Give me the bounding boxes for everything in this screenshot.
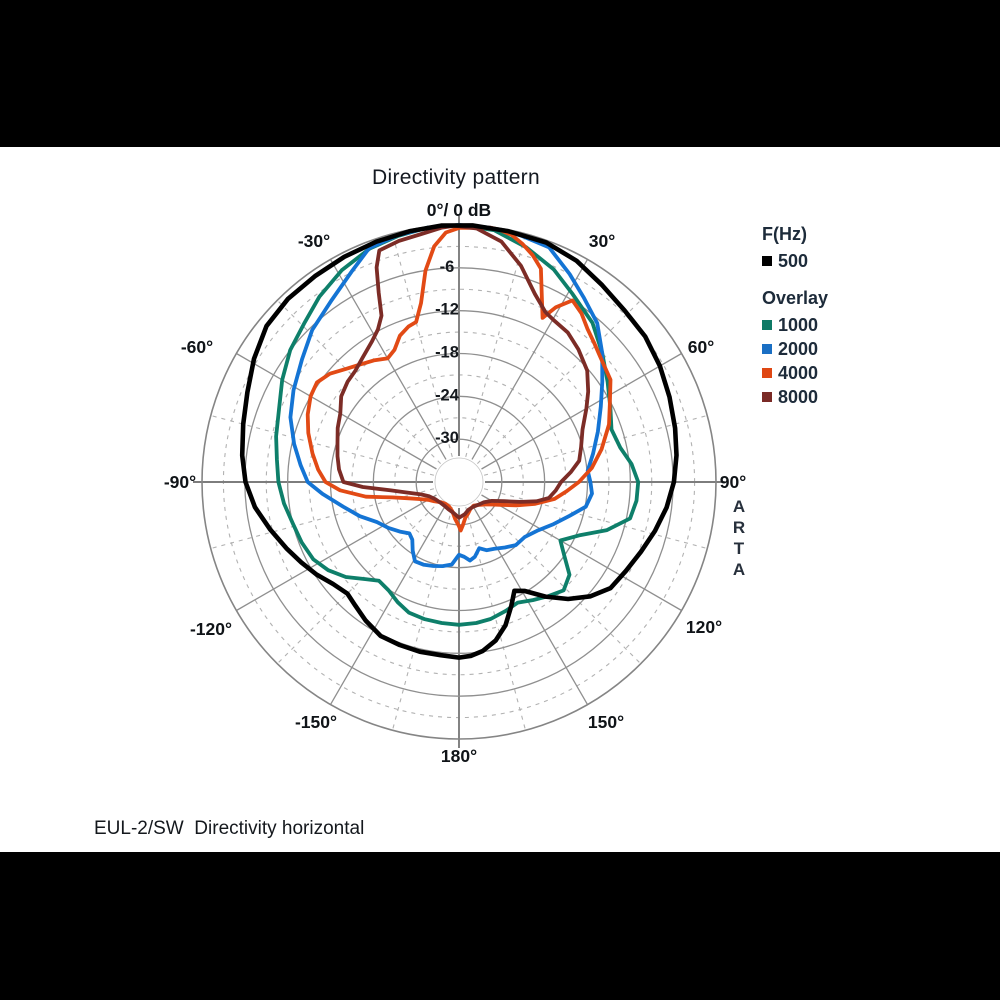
db-tick-label: -30 bbox=[435, 429, 459, 447]
grid-spoke bbox=[481, 352, 682, 470]
legend: F(Hz) 500 Overlay 1000 2000 4000 8000 bbox=[762, 224, 828, 412]
top-letterbox-bar bbox=[0, 0, 1000, 147]
angle-label: -90° bbox=[164, 472, 196, 492]
grid-spoke-dashed bbox=[483, 414, 708, 476]
angle-label: -30° bbox=[298, 231, 330, 251]
legend-swatch-8000 bbox=[762, 392, 772, 402]
legend-item-current: 500 bbox=[762, 252, 828, 270]
series-curve-500hz bbox=[239, 223, 679, 660]
grid-spoke-dashed bbox=[476, 499, 642, 665]
angle-label: -120° bbox=[190, 619, 232, 639]
angle-label: 60° bbox=[688, 337, 714, 357]
legend-swatch-4000 bbox=[762, 368, 772, 378]
legend-label-8000: 8000 bbox=[778, 387, 819, 407]
grid-spoke-dashed bbox=[465, 233, 527, 458]
legend-overlay-header: Overlay bbox=[762, 288, 829, 308]
grid-ring bbox=[372, 395, 546, 569]
angle-label: -60° bbox=[181, 337, 213, 357]
center-hole bbox=[434, 457, 484, 507]
footer-caption: EUL-2/SW Directivity horizontal bbox=[94, 818, 365, 839]
grid-spoke-dashed bbox=[210, 414, 435, 476]
grid-spoke-dashed bbox=[391, 506, 453, 731]
grid-spoke bbox=[236, 352, 437, 470]
watermark-letter: A bbox=[732, 560, 746, 579]
grid-spoke-dashed bbox=[483, 488, 708, 550]
angle-label: 180° bbox=[441, 746, 477, 766]
watermark-letter: R bbox=[732, 518, 746, 537]
watermark-letter: T bbox=[733, 539, 745, 558]
angle-label: 30° bbox=[589, 231, 615, 251]
legend-label-2000: 2000 bbox=[778, 339, 819, 359]
grid-spoke bbox=[329, 504, 447, 705]
legend-label-1000: 1000 bbox=[778, 315, 819, 335]
angle-label: 150° bbox=[588, 712, 624, 732]
legend-label-4000: 4000 bbox=[778, 363, 819, 383]
watermark-letter: A bbox=[732, 497, 746, 516]
grid-ring bbox=[287, 310, 631, 654]
db-tick-label: -18 bbox=[435, 344, 459, 362]
angle-label: -150° bbox=[295, 712, 337, 732]
grid-spoke-dashed bbox=[476, 299, 642, 465]
bottom-letterbox-bar bbox=[0, 852, 1000, 1000]
db-tick-label: -12 bbox=[435, 301, 459, 319]
grid-spoke bbox=[236, 494, 437, 612]
grid-spoke bbox=[471, 504, 589, 705]
legend-item-2000: 2000 bbox=[762, 340, 828, 358]
grid-spoke-dashed bbox=[391, 233, 453, 458]
grid-spoke-dashed bbox=[276, 299, 442, 465]
legend-item-1000: 1000 bbox=[762, 316, 828, 334]
legend-swatch-1000 bbox=[762, 320, 772, 330]
angle-label: 0°/ 0 dB bbox=[427, 200, 491, 220]
db-tick-label: -24 bbox=[435, 386, 460, 404]
grid-spoke-dashed bbox=[276, 499, 442, 665]
legend-label-500: 500 bbox=[778, 251, 809, 271]
chart-title: Directivity pattern bbox=[372, 166, 540, 189]
legend-swatch-500 bbox=[762, 256, 772, 266]
legend-overlay-items: 1000 2000 4000 8000 bbox=[762, 316, 828, 406]
angle-label: 90° bbox=[720, 472, 746, 492]
legend-freq-header: F(Hz) bbox=[762, 224, 807, 244]
legend-item-8000: 8000 bbox=[762, 388, 828, 406]
db-tick-label: -6 bbox=[440, 258, 455, 276]
grid-ring bbox=[329, 352, 589, 612]
legend-item-4000: 4000 bbox=[762, 364, 828, 382]
legend-gap bbox=[762, 276, 828, 288]
grid-spoke bbox=[481, 494, 682, 612]
angle-label: 120° bbox=[686, 617, 722, 637]
legend-swatch-2000 bbox=[762, 344, 772, 354]
grid-spoke bbox=[471, 259, 589, 460]
grid-spoke-dashed bbox=[465, 506, 527, 731]
